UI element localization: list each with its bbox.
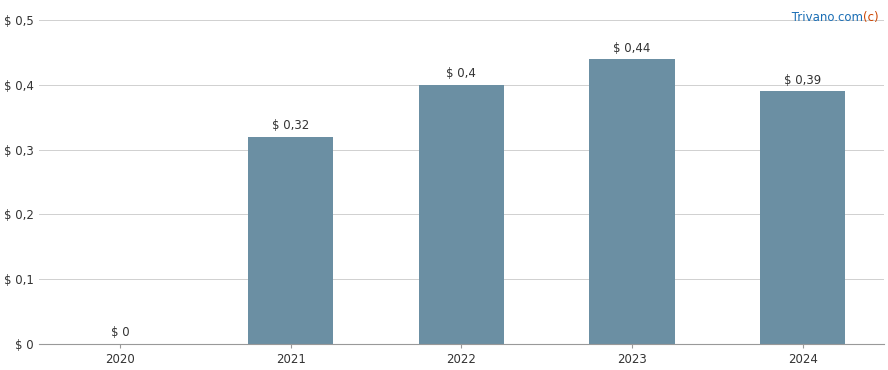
Text: (c): (c) [863, 11, 879, 24]
Text: $ 0: $ 0 [111, 326, 130, 339]
Bar [248, 137, 333, 344]
Text: $ 0,44: $ 0,44 [614, 41, 651, 54]
Bar [760, 91, 845, 344]
Bar [419, 85, 504, 344]
Bar [590, 59, 675, 344]
Text: $ 0,32: $ 0,32 [272, 119, 309, 132]
Text: $ 0,39: $ 0,39 [784, 74, 821, 87]
Text: $ 0,4: $ 0,4 [447, 67, 476, 80]
Text: Trivano.com: Trivano.com [789, 11, 863, 24]
